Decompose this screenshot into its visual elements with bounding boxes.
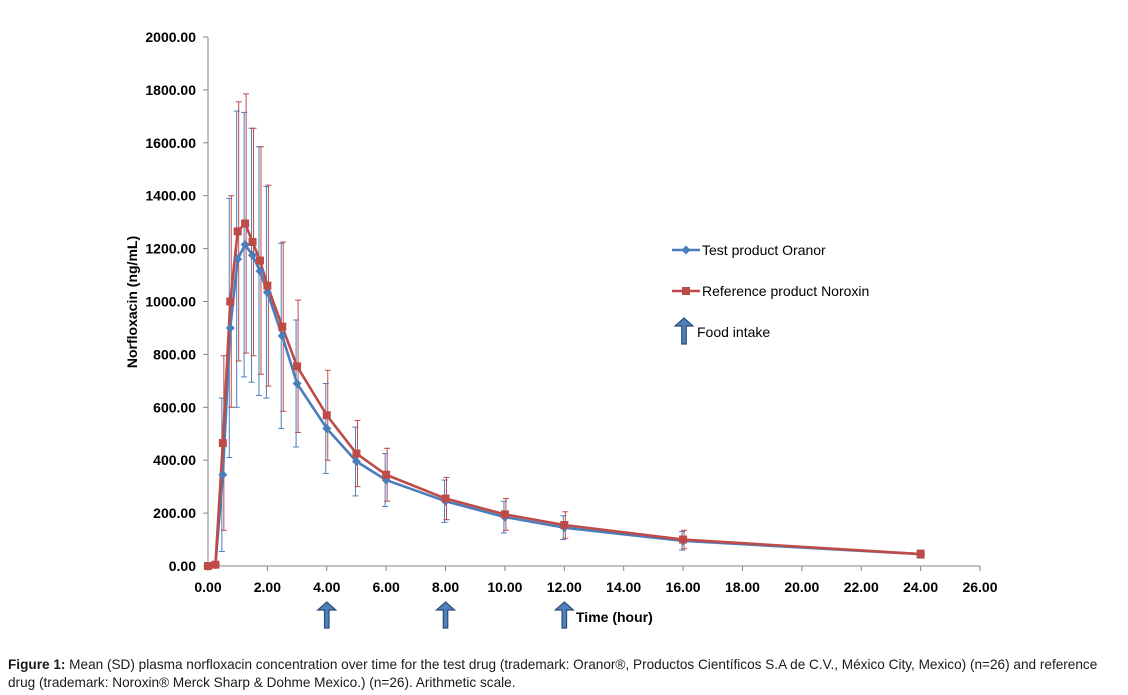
y-tick-label: 1400.00 bbox=[145, 188, 196, 204]
y-tick-label: 1200.00 bbox=[145, 241, 196, 257]
data-point-square bbox=[204, 562, 212, 570]
y-tick-label: 0.00 bbox=[169, 558, 196, 574]
data-point-diamond bbox=[351, 457, 361, 467]
data-point-diamond bbox=[218, 470, 228, 480]
data-point-diamond bbox=[262, 287, 272, 297]
data-point-square bbox=[382, 470, 391, 479]
x-tick-label: 12.00 bbox=[547, 579, 582, 595]
food-intake-arrow-icon bbox=[434, 601, 457, 629]
chart-axes bbox=[207, 37, 980, 567]
legend-marker-square bbox=[682, 287, 690, 295]
data-point-square bbox=[441, 494, 450, 503]
food-intake-arrows bbox=[316, 601, 575, 629]
data-point-diamond bbox=[233, 254, 243, 264]
x-tick-label: 26.00 bbox=[962, 579, 997, 595]
data-point-diamond bbox=[248, 250, 258, 260]
food-intake-arrow-icon bbox=[316, 601, 338, 629]
data-point-square bbox=[248, 237, 257, 246]
x-tick-label: 0.00 bbox=[194, 579, 221, 595]
y-tick-label: 200.00 bbox=[153, 505, 196, 521]
data-point-square bbox=[293, 362, 302, 371]
data-point-square bbox=[352, 449, 361, 458]
data-point-diamond bbox=[255, 266, 265, 276]
x-tick-label: 14.00 bbox=[606, 579, 641, 595]
data-point-square bbox=[255, 256, 264, 265]
series-markers bbox=[203, 219, 926, 571]
food-intake-arrow-icon bbox=[553, 601, 575, 629]
pk-chart: 0.00 2.00 4.00 6.00 8.00 10.00 12.00 14.00 16.00… bbox=[124, 29, 998, 629]
figure-caption: Figure 1: Mean (SD) plasma norfloxacin c… bbox=[8, 656, 1124, 692]
y-tick-label: 2000.00 bbox=[145, 29, 196, 45]
series-line bbox=[207, 222, 921, 568]
data-point-square bbox=[226, 297, 235, 306]
data-point-square bbox=[679, 535, 688, 544]
y-tick-label: 1600.00 bbox=[145, 135, 196, 151]
x-tick-label: 16.00 bbox=[666, 579, 701, 595]
data-point-square bbox=[278, 322, 287, 331]
y-axis-ticks: 0.00 200.00 400.00 600.00 800.00 1000.00 1200.… bbox=[145, 29, 208, 574]
y-tick-label: 400.00 bbox=[153, 452, 196, 468]
data-point-diamond bbox=[225, 323, 235, 333]
data-point-diamond bbox=[292, 378, 302, 388]
legend-food-intake-icon bbox=[673, 317, 695, 345]
y-tick-label: 800.00 bbox=[153, 346, 196, 362]
y-tick-label: 1800.00 bbox=[145, 82, 196, 98]
data-point-square bbox=[263, 281, 272, 290]
data-point-diamond bbox=[322, 423, 332, 433]
series-lines bbox=[207, 222, 921, 568]
data-point-square bbox=[500, 510, 509, 519]
legend-label-food-intake: Food intake bbox=[697, 324, 770, 340]
x-axis-label: Time (hour) bbox=[576, 609, 653, 625]
data-point-diamond bbox=[277, 331, 287, 341]
figure-caption-label: Figure 1: bbox=[8, 657, 66, 672]
figure-caption-text: Mean (SD) plasma norfloxacin concentrati… bbox=[8, 657, 1098, 690]
x-tick-label: 22.00 bbox=[844, 579, 879, 595]
y-tick-label: 600.00 bbox=[153, 399, 196, 415]
legend: Test product Oranor Reference product Nor… bbox=[672, 242, 869, 345]
legend-label: Test product Oranor bbox=[702, 242, 826, 258]
data-point-square bbox=[211, 560, 220, 569]
legend-label: Reference product Noroxin bbox=[702, 283, 869, 299]
y-axis-label: Norfloxacin (ng/mL) bbox=[124, 236, 140, 368]
y-tick-label: 1000.00 bbox=[145, 294, 196, 310]
legend-marker-diamond bbox=[681, 245, 691, 255]
x-axis-ticks: 0.00 2.00 4.00 6.00 8.00 10.00 12.00 14.00 16.00… bbox=[194, 566, 998, 595]
x-tick-label: 6.00 bbox=[373, 579, 400, 595]
data-point-square bbox=[233, 227, 242, 236]
error-bars bbox=[211, 93, 925, 566]
x-tick-label: 18.00 bbox=[725, 579, 760, 595]
x-tick-label: 2.00 bbox=[254, 579, 281, 595]
x-tick-label: 24.00 bbox=[903, 579, 938, 595]
data-point-square bbox=[322, 411, 331, 420]
data-point-square bbox=[241, 219, 250, 228]
data-point-square bbox=[560, 521, 569, 530]
data-point-diamond bbox=[240, 240, 250, 250]
x-tick-label: 8.00 bbox=[432, 579, 459, 595]
data-point-square bbox=[218, 439, 227, 448]
x-tick-label: 10.00 bbox=[487, 579, 522, 595]
x-tick-label: 4.00 bbox=[313, 579, 340, 595]
data-point-square bbox=[916, 550, 925, 559]
x-tick-label: 20.00 bbox=[784, 579, 819, 595]
